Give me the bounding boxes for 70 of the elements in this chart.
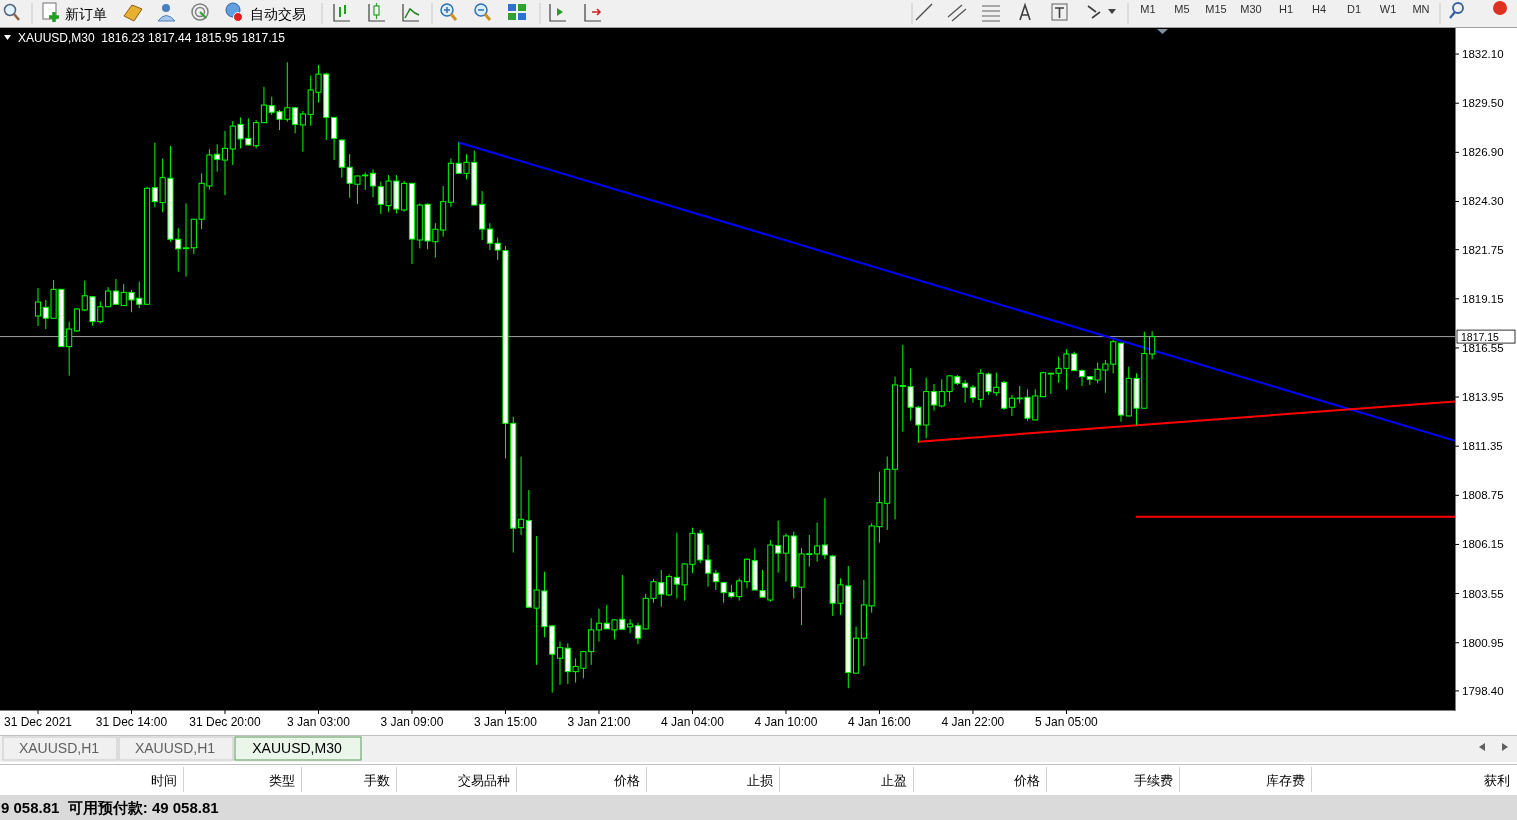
text: 手数 [364,772,390,788]
text: 价格 [1013,772,1040,788]
candlestick [704,544,712,588]
text: M1 [1140,3,1156,15]
candlestick [182,202,190,278]
candlestick [782,532,790,583]
text: 获利 [1484,772,1510,788]
candlestick [221,130,229,196]
y-tick-label: 1826.90 [1462,146,1504,159]
text: M5 [1174,3,1190,15]
candlestick [712,569,719,591]
text: XAUUSD,H1 [18,740,100,756]
text: 类型 [269,772,295,788]
candlestick [34,287,42,327]
y-tick-label: 1819.15 [1462,292,1504,305]
text: H4 [1311,3,1327,15]
y-tick-label: 1798.40 [1462,684,1504,697]
x-tick-label: 4 Jan 04:00 [661,715,725,729]
text: 价格 [613,772,640,788]
x-tick-label: 31 Dec 14:00 [95,715,168,729]
text: M15 [1205,3,1227,15]
text: 新订单 [65,6,107,22]
x-tick-label: 3 Jan 03:00 [287,715,351,729]
candlestick [369,168,377,198]
candlestick [930,383,938,412]
x-tick-label: 3 Jan 09:00 [380,715,444,729]
x-tick-label: 4 Jan 22:00 [941,715,1005,729]
y-tick-label: 1813.95 [1462,391,1504,404]
candlestick [595,608,603,643]
y-tick-label: 1800.95 [1462,636,1504,649]
x-tick-label: 4 Jan 10:00 [754,715,818,729]
x-tick-label: 3 Jan 21:00 [567,715,631,729]
text: 手续费 [1134,772,1173,788]
candlestick [331,116,338,161]
candlestick [556,641,564,686]
text: XAUUSD,M30 [252,740,342,756]
ref-line-label: 1817.15 [1461,330,1500,343]
candlestick [1039,371,1047,398]
text: XAUUSD,H1 [134,740,216,756]
text: 自动交易 [250,6,306,22]
text: 止盈 [881,772,907,788]
text: 库存费 [1266,772,1305,788]
text: 交易品种 [458,772,510,788]
x-tick-label: 4 Jan 16:00 [848,715,912,729]
candlestick [743,557,751,589]
text: H1 [1278,3,1294,15]
y-tick-label: 1829.50 [1462,97,1504,110]
x-tick-label: 3 Jan 15:00 [474,715,538,729]
text: MN [1412,3,1430,15]
y-tick-label: 1816.55 [1462,341,1504,354]
y-tick-label: 1808.75 [1462,489,1504,502]
text: M30 [1240,3,1262,15]
x-tick-label: 5 Jan 05:00 [1035,715,1099,729]
text: D1 [1346,3,1362,15]
text: 9 058.81 可用预付款: 49 058.81 [1,798,219,816]
chart-title: XAUUSD,M30 1816.23 1817.44 1815.95 1817.15 [18,31,286,45]
x-tick-label: 31 Dec 20:00 [189,715,261,729]
y-tick-label: 1806.15 [1462,538,1504,551]
text: 时间 [151,772,177,788]
candlestick [260,86,268,124]
candlestick [517,456,525,536]
y-tick-label: 1824.30 [1462,195,1504,208]
text: 止损 [747,772,773,788]
candlestick [1078,368,1086,387]
x-tick-label: 31 Dec 2021 [3,715,73,729]
y-tick-label: 1832.10 [1462,48,1504,61]
text: W1 [1379,3,1397,15]
y-tick-label: 1803.55 [1462,587,1504,600]
y-tick-label: 1821.75 [1462,243,1504,256]
y-tick-label: 1811.35 [1462,440,1503,453]
